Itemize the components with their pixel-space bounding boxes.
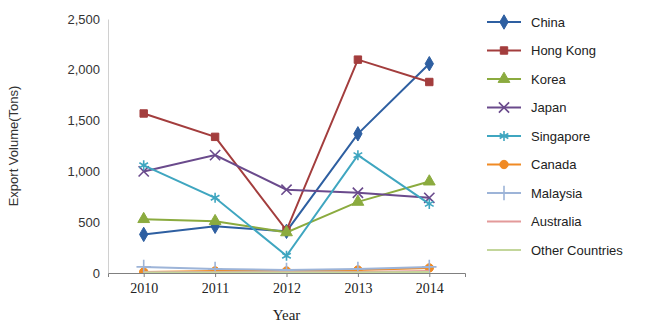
legend-label: Hong Kong bbox=[531, 43, 596, 58]
y-axis: 0 500 1,000 1,500 2,000 2,500 bbox=[67, 12, 108, 281]
x-tick-mark bbox=[144, 273, 145, 277]
series-line bbox=[144, 271, 430, 273]
legend-label: Australia bbox=[531, 214, 582, 229]
legend-entry: Canada bbox=[487, 157, 577, 172]
y-tick-label: 2,500 bbox=[67, 12, 100, 27]
y-tick: 0 bbox=[93, 266, 108, 281]
y-axis-title: Export Volume(Tons) bbox=[6, 86, 21, 207]
x-tick-mark bbox=[287, 273, 288, 277]
y-tick-label: 1,000 bbox=[67, 164, 100, 179]
series-marker bbox=[426, 78, 433, 85]
legend-entry: Korea bbox=[487, 72, 566, 87]
legend-entry: Hong Kong bbox=[487, 43, 596, 58]
series-marker bbox=[354, 127, 362, 141]
series-marker bbox=[139, 160, 148, 170]
y-axis-line bbox=[108, 20, 109, 274]
series-marker bbox=[354, 150, 363, 160]
series bbox=[144, 271, 430, 273]
series-marker bbox=[282, 251, 291, 261]
legend-marker bbox=[500, 131, 509, 141]
series-marker bbox=[354, 56, 361, 63]
x-tick-label: 2010 bbox=[130, 281, 158, 296]
series-marker bbox=[210, 150, 220, 160]
legend-entry: Malaysia bbox=[487, 186, 583, 201]
series bbox=[136, 260, 436, 273]
legend-swatch bbox=[487, 221, 521, 223]
series-line bbox=[144, 155, 430, 256]
series-group bbox=[136, 56, 436, 273]
legend-entry: China bbox=[487, 15, 566, 30]
legend-label: China bbox=[531, 15, 566, 30]
legend-label: Korea bbox=[531, 72, 566, 87]
chart: 0 500 1,000 1,500 2,000 2,500 2010 2011 2012 2013… bbox=[0, 0, 650, 326]
y-tick: 2,500 bbox=[67, 12, 108, 27]
x-tick: 2014 bbox=[416, 273, 444, 296]
series-line bbox=[144, 155, 430, 198]
series bbox=[140, 56, 433, 234]
series-marker bbox=[281, 185, 291, 195]
series-marker bbox=[138, 212, 150, 222]
series-marker bbox=[425, 199, 434, 209]
series-marker bbox=[353, 188, 363, 198]
x-tick-mark bbox=[215, 273, 216, 277]
legend-label: Japan bbox=[531, 100, 566, 115]
series bbox=[139, 150, 433, 261]
series-marker bbox=[423, 175, 435, 185]
y-tick-label: 2,000 bbox=[67, 62, 100, 77]
plot-area: 0 500 1,000 1,500 2,000 2,500 2010 2011 2012 2013… bbox=[67, 12, 465, 296]
series-marker bbox=[281, 226, 293, 236]
y-tick: 500 bbox=[78, 215, 108, 230]
series-marker bbox=[209, 214, 221, 224]
x-tick-mark bbox=[429, 273, 430, 277]
series-line bbox=[144, 60, 430, 231]
x-tick: 2012 bbox=[273, 273, 301, 296]
series-marker bbox=[425, 56, 433, 70]
series-marker bbox=[211, 193, 220, 203]
series-line bbox=[144, 64, 430, 235]
x-tick-label: 2014 bbox=[416, 281, 444, 296]
x-tick-label: 2012 bbox=[273, 281, 301, 296]
x-tick: 2011 bbox=[202, 273, 229, 296]
series-line bbox=[144, 271, 430, 272]
x-tick-label: 2011 bbox=[202, 281, 229, 296]
legend-label: Canada bbox=[531, 157, 577, 172]
legend-swatch bbox=[487, 249, 521, 251]
series bbox=[140, 56, 434, 241]
legend-marker bbox=[500, 15, 508, 29]
series bbox=[144, 271, 430, 272]
y-tick: 1,000 bbox=[67, 164, 108, 179]
y-tick: 2,000 bbox=[67, 62, 108, 77]
x-axis-line bbox=[109, 274, 466, 278]
y-tick-label: 1,500 bbox=[67, 113, 100, 128]
legend-entry: Australia bbox=[487, 214, 582, 229]
legend-entry: Singapore bbox=[487, 129, 590, 144]
series-marker bbox=[140, 110, 147, 117]
legend-label: Other Countries bbox=[531, 243, 623, 258]
x-tick-label: 2013 bbox=[344, 281, 372, 296]
series-marker bbox=[211, 133, 218, 140]
x-axis-title: Year bbox=[273, 307, 301, 323]
legend-label: Malaysia bbox=[531, 186, 583, 201]
legend-entry: Japan bbox=[487, 100, 566, 115]
series-marker bbox=[140, 227, 148, 241]
y-tick-label: 500 bbox=[78, 215, 100, 230]
x-axis: 2010 2011 2012 2013 2014 bbox=[109, 273, 466, 296]
legend-marker bbox=[499, 102, 509, 112]
legend-entry: Other Countries bbox=[487, 243, 623, 258]
legend-marker bbox=[500, 47, 507, 54]
x-tick: 2013 bbox=[344, 273, 372, 296]
legend: China Hong Kong Korea Japan Singapore Canada M… bbox=[487, 15, 623, 258]
legend-label: Singapore bbox=[531, 129, 590, 144]
x-tick: 2010 bbox=[130, 273, 158, 296]
y-tick-label: 0 bbox=[93, 266, 100, 281]
y-tick: 1,500 bbox=[67, 113, 108, 128]
x-tick-mark bbox=[358, 273, 359, 277]
legend-marker bbox=[500, 160, 508, 168]
legend-marker bbox=[497, 186, 511, 200]
legend-marker bbox=[498, 72, 510, 82]
